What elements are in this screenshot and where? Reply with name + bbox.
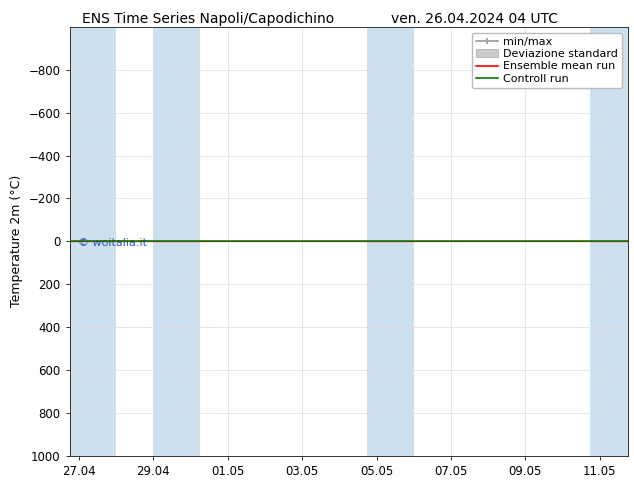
Bar (367, 27, 414, 456)
Bar (153, 27, 200, 456)
Text: ven. 26.04.2024 04 UTC: ven. 26.04.2024 04 UTC (391, 12, 558, 26)
Bar (590, 27, 634, 456)
Y-axis label: Temperature 2m (°C): Temperature 2m (°C) (10, 175, 23, 307)
Bar (70, 27, 116, 456)
Text: ENS Time Series Napoli/Capodichino: ENS Time Series Napoli/Capodichino (82, 12, 335, 26)
Text: © woitalia.it: © woitalia.it (78, 239, 147, 248)
Legend: min/max, Deviazione standard, Ensemble mean run, Controll run: min/max, Deviazione standard, Ensemble m… (472, 32, 622, 88)
